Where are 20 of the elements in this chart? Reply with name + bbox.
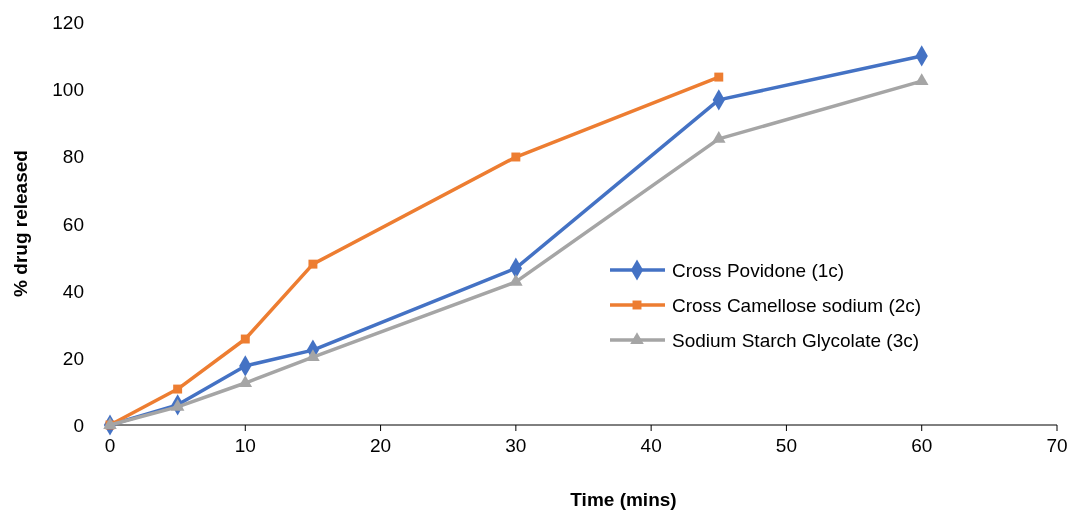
y-tick-label: 20	[62, 347, 84, 369]
x-axis-title: Time (mins)	[570, 489, 677, 510]
x-tick-label: 30	[505, 435, 527, 456]
x-tick-label: 70	[1046, 435, 1068, 456]
y-tick-label: 100	[52, 79, 84, 101]
x-tick-label: 40	[640, 435, 662, 456]
y-tick-label: 60	[62, 213, 84, 235]
legend-label: Cross Camellose sodium (2c)	[672, 295, 922, 316]
y-tick-label: 40	[62, 280, 84, 302]
legend-label: Cross Povidone (1c)	[672, 260, 845, 281]
y-tick-label: 120	[52, 12, 84, 33]
x-tick-label: 50	[775, 435, 797, 456]
x-tick-label: 0	[104, 435, 116, 456]
y-tick-label: 80	[62, 146, 84, 168]
x-tick-label: 20	[370, 435, 392, 456]
y-axis-title: % drug released	[10, 150, 31, 297]
x-tick-label: 60	[911, 435, 933, 456]
legend-label: Sodium Starch Glycolate (3c)	[672, 330, 920, 351]
y-tick-label: 0	[73, 415, 84, 436]
x-tick-label: 10	[234, 435, 256, 456]
